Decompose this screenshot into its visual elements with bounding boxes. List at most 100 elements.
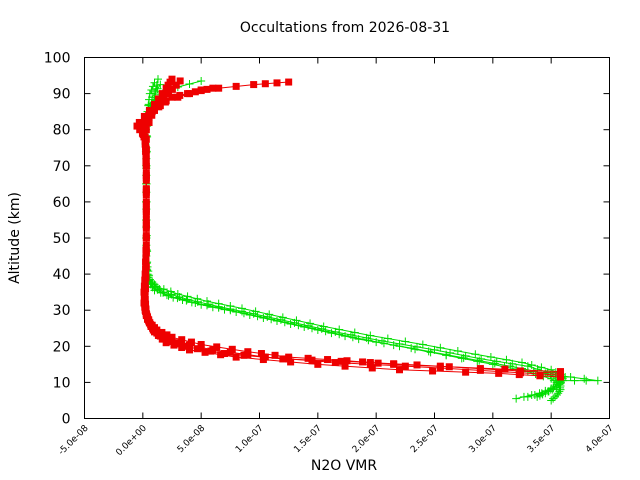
data-point [259,353,267,361]
y-tick-label: 100 [44,51,71,67]
data-point [204,300,213,309]
data-point [155,99,163,107]
data-point [213,343,221,351]
data-point [178,295,187,304]
data-point [156,288,165,297]
data-point [407,344,416,353]
data-point [201,348,209,356]
data-point [184,90,192,98]
data-point [148,111,156,119]
data-point [160,94,168,102]
data-point [486,353,495,362]
data-point [187,298,196,307]
data-point [331,327,340,336]
data-point [549,394,558,403]
data-point [142,169,150,177]
data-point [162,291,171,300]
data-point [140,112,148,120]
data-point [154,75,162,84]
data-point [536,372,544,380]
data-point [390,360,398,368]
data-point [389,341,398,350]
data-point [165,90,172,98]
data-point [249,309,258,318]
data-point [228,345,236,353]
data-point [261,80,269,88]
data-point [169,293,178,302]
data-point [142,200,150,208]
data-point [152,81,161,90]
data-point [168,93,176,101]
data-point [327,329,336,338]
data-point [276,315,285,324]
data-point [145,118,153,126]
data-point [214,302,223,311]
data-point [142,285,150,293]
data-point [286,320,295,329]
y-tick-label: 10 [53,375,71,391]
data-point [142,158,150,166]
data-point [359,358,367,366]
data-point [290,318,299,327]
data-point [314,360,322,368]
y-tick-label: 60 [53,195,71,211]
data-point [166,337,174,345]
data-point [324,356,332,364]
data-point [317,324,326,333]
data-layer [133,75,602,405]
data-point [396,366,403,374]
data-point [215,84,223,92]
data-point [173,340,181,348]
data-point [221,350,228,358]
data-point [133,122,141,130]
data-point [197,340,205,348]
data-point [273,317,281,326]
data-point [374,359,382,367]
series-2 [133,75,564,381]
data-point [137,124,145,132]
data-point [217,351,225,359]
data-point [178,336,186,344]
data-point [168,85,176,93]
data-point [226,304,235,313]
data-point [580,374,589,383]
data-point [566,372,575,381]
data-point [547,396,556,405]
data-point [418,340,427,349]
data-point [304,354,312,362]
data-point [203,85,211,93]
data-point [490,359,499,368]
data-point [259,314,268,323]
data-point [176,91,184,99]
data-point [158,328,166,336]
data-point [429,367,437,375]
data-point [471,350,480,359]
data-point [142,232,150,240]
data-point [341,362,349,370]
data-point [209,84,217,92]
data-point [279,355,287,363]
data-point [285,353,293,361]
data-point [172,81,180,89]
data-point [185,79,194,88]
data-point [142,310,150,318]
data-point [495,369,503,377]
data-point [250,81,258,89]
data-point [462,368,470,376]
data-point [197,76,206,85]
data-point [582,376,591,385]
data-point [141,295,149,303]
data-point [180,342,188,350]
data-point [142,155,150,163]
y-tick-label: 0 [62,412,71,428]
data-point [273,79,281,87]
data-point [142,305,150,313]
data-point [557,368,564,376]
data-point [475,356,484,365]
data-point [162,339,170,347]
y-tick-label: 40 [53,267,71,283]
data-point [343,357,351,365]
data-point [501,365,509,373]
